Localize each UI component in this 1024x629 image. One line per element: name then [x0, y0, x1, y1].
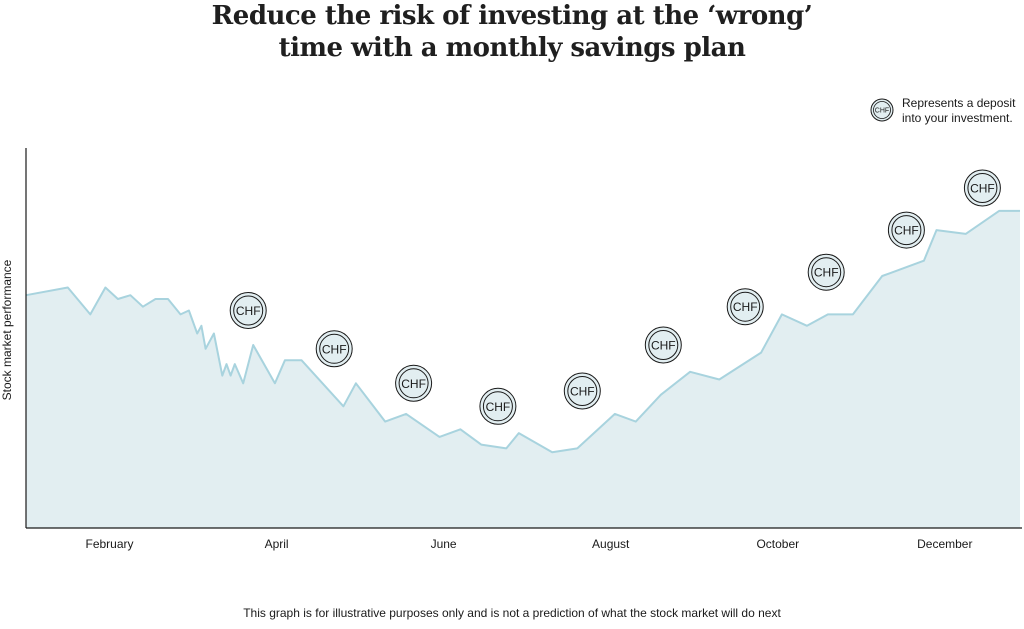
chf-coin-icon: CHF: [395, 364, 433, 402]
x-tick-label: April: [265, 537, 289, 551]
coin-label: CHF: [894, 224, 919, 238]
chf-coin-icon: CHF: [229, 292, 267, 329]
legend-text: Represents a deposit into your investmen…: [902, 96, 1016, 125]
footnote: This graph is for illustrative purposes …: [243, 606, 781, 620]
x-tick-label: August: [592, 537, 630, 551]
chf-coin-icon: CHF: [963, 169, 1001, 207]
performance-line: [25, 209, 1020, 454]
chf-coin-icon: CHF: [644, 326, 682, 364]
legend: CHF Represents a deposit into your inves…: [868, 96, 1024, 128]
x-tick-labels: February April June August October December: [85, 537, 972, 551]
coin-label: CHF: [733, 300, 758, 314]
chart-title-line-1: Reduce the risk of investing at the ‘wro…: [211, 1, 813, 31]
chf-coin-icon: CHF: [315, 330, 353, 368]
chf-coin-icon: CHF: [726, 288, 764, 326]
coin-label: CHF: [236, 304, 261, 318]
coin-label: CHF: [814, 266, 839, 280]
coin-label: CHF: [570, 385, 595, 399]
chf-coin-icon: CHF: [870, 98, 894, 122]
x-tick-label: February: [85, 537, 133, 551]
chf-coin-icon: CHF: [807, 253, 845, 291]
x-tick-label: December: [917, 537, 972, 551]
y-axis-label: Stock market performance: [0, 259, 14, 400]
coin-label: CHF: [970, 182, 995, 196]
chart-title-line-2: time with a monthly savings plan: [278, 33, 746, 63]
deposit-markers: CHF CHF CHF CHF CHF CHF CHF CHF CHF CHF: [229, 169, 1001, 425]
area-fill: [26, 210, 1020, 528]
chf-coin-icon: CHF: [887, 211, 925, 249]
coin-label: CHF: [486, 400, 511, 414]
x-tick-label: June: [431, 537, 457, 551]
coin-label: CHF: [651, 339, 676, 353]
x-tick-label: October: [756, 537, 799, 551]
chf-coin-icon: CHF: [563, 372, 601, 410]
coin-label: CHF: [401, 377, 426, 391]
legend-coin-label: CHF: [875, 108, 889, 115]
coin-label: CHF: [322, 342, 347, 356]
chf-coin-icon: CHF: [479, 387, 517, 425]
